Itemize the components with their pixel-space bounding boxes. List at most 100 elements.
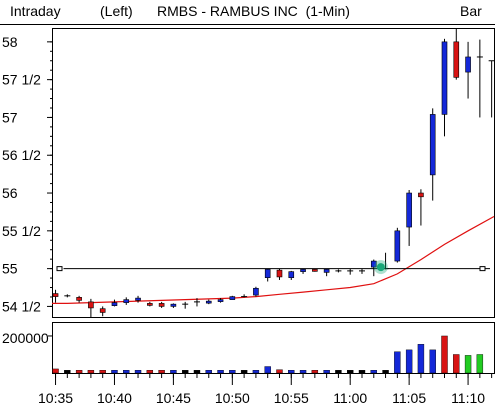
reference-line-layer: [56, 266, 490, 272]
time-tick-label: 10:50: [215, 390, 250, 406]
time-tick-label: 10:55: [274, 390, 309, 406]
candle: [453, 29, 460, 80]
volume-bar: [441, 335, 448, 374]
volume-bar: [217, 370, 224, 374]
candle: [276, 268, 283, 280]
volume-panel: [52, 322, 495, 374]
candle: [358, 268, 365, 274]
candle-body: [111, 302, 118, 306]
candle-body: [88, 301, 94, 309]
candle: [52, 289, 59, 303]
candle: [253, 286, 259, 297]
candle-body: [99, 308, 106, 313]
candle-body: [453, 41, 460, 78]
time-axis: 10:35 10:40 10:45 10:50 10:55 11:00 11:05 11:10: [38, 374, 493, 406]
volume-bar: [394, 351, 401, 374]
candle-body: [441, 41, 448, 115]
candle-body: [429, 114, 436, 176]
volume-bar: [347, 370, 354, 374]
volume-bar: [123, 370, 130, 374]
volume-bar: [299, 370, 307, 374]
volume-bar: [193, 370, 201, 374]
reference-line-handle-right[interactable]: [479, 266, 486, 272]
candle-body: [276, 269, 283, 278]
price-tick-label: 58: [2, 34, 18, 50]
candle-body: [170, 303, 177, 307]
candle: [123, 297, 130, 305]
candle: [312, 268, 318, 272]
candle-body: [158, 303, 165, 307]
candle: [111, 299, 118, 307]
interval-label[interactable]: Intraday: [10, 3, 61, 19]
candles-layer: [52, 29, 495, 317]
price-panel: [52, 28, 495, 318]
volume-bar: [111, 370, 118, 374]
candle: [347, 268, 354, 275]
candle: [76, 295, 82, 303]
volume-bar: [64, 370, 71, 374]
volume-bar: [170, 370, 177, 374]
volume-bar: [52, 368, 59, 374]
candle: [300, 268, 306, 274]
candle: [229, 295, 236, 300]
volume-bar: [229, 370, 236, 374]
candle: [335, 269, 342, 273]
price-tick-label: 57: [2, 109, 18, 125]
volume-axis: 200000: [2, 330, 52, 346]
candle: [370, 259, 377, 277]
candle: [170, 303, 177, 308]
time-tick-label: 11:00: [333, 390, 367, 406]
volume-bar: [252, 370, 260, 374]
reference-line-handle-left[interactable]: [56, 266, 63, 272]
candle: [406, 190, 412, 246]
candle-body: [370, 260, 377, 268]
moving-average-line: [52, 215, 495, 304]
candle-body: [76, 297, 82, 301]
price-tick-label: 54 1/2: [2, 298, 41, 314]
volume-bar: [358, 370, 366, 374]
candle: [182, 301, 189, 309]
volume-bar: [453, 354, 460, 374]
volume-bar: [405, 349, 413, 374]
time-tick-label: 10:45: [156, 390, 191, 406]
volume-bar: [464, 355, 472, 374]
price-tick-label: 55: [2, 261, 18, 277]
candle-body: [465, 56, 471, 73]
axis-side-label[interactable]: (Left): [100, 3, 133, 19]
candle-body: [147, 303, 153, 306]
volume-bar: [181, 370, 189, 374]
candle-body: [253, 287, 259, 296]
time-tick-label: 10:40: [97, 390, 132, 406]
price-tick-label: 55 1/2: [2, 223, 41, 239]
candle-body: [394, 230, 401, 262]
chart-title: RMBS - RAMBUS INC (1-Min): [157, 3, 350, 19]
candle: [441, 38, 448, 137]
candle: [476, 39, 483, 118]
volume-tick-label: 200000: [2, 330, 49, 346]
volume-bar: [370, 370, 377, 374]
candle-body: [323, 269, 330, 273]
volume-bar: [99, 370, 106, 374]
candle: [241, 294, 248, 298]
candle: [288, 270, 295, 280]
chart-style-label[interactable]: Bar: [460, 3, 482, 19]
candle: [147, 301, 153, 307]
candle-body: [217, 299, 224, 302]
candle-body: [229, 296, 236, 300]
candle: [394, 227, 401, 263]
candle-body: [288, 271, 295, 278]
time-tick-label: 11:05: [392, 390, 426, 406]
volume-bar: [288, 370, 295, 374]
volume-bar: [323, 370, 330, 374]
candle: [323, 268, 330, 277]
candle: [158, 301, 165, 308]
volume-bar: [75, 370, 83, 374]
volume-bar: [240, 370, 248, 374]
candle: [217, 298, 224, 303]
marker-point[interactable]: [376, 263, 385, 272]
volume-bar: [311, 370, 319, 374]
candle: [264, 268, 271, 282]
volume-bar: [146, 370, 154, 374]
candle: [205, 299, 212, 305]
